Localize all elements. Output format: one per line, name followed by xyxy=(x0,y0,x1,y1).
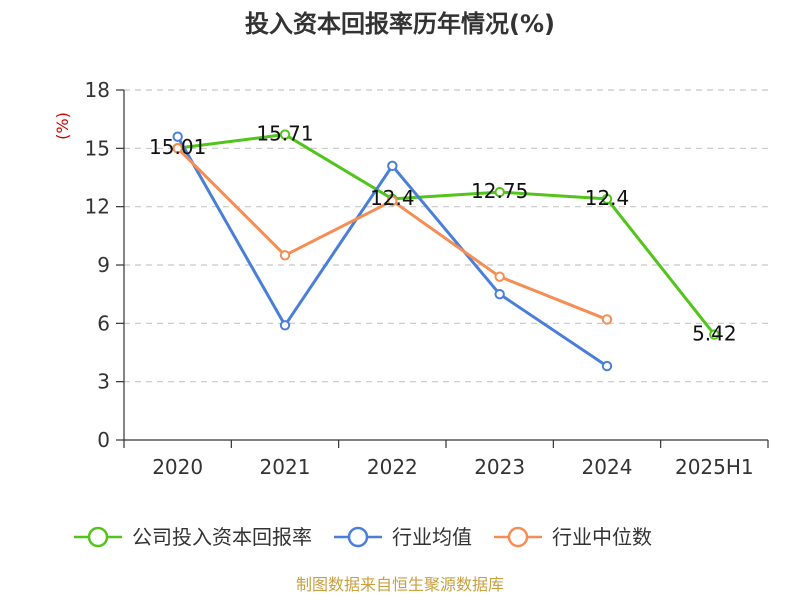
data-label-1: 15.71 xyxy=(256,122,313,146)
series-0-point-4 xyxy=(601,193,613,205)
x-tick-label-5: 2025H1 xyxy=(675,455,754,479)
data-label-0: 15.01 xyxy=(149,135,206,159)
legend-item-0[interactable]: 公司投入资本回报率 xyxy=(74,525,312,549)
data-label-3: 12.75 xyxy=(471,179,528,203)
y-axis-unit-label: (%) xyxy=(53,112,72,140)
legend-swatch-marker-2 xyxy=(507,526,529,548)
series-2-point-4 xyxy=(601,314,613,325)
y-tick-label-0: 0 xyxy=(97,428,110,452)
y-tick-label-1: 3 xyxy=(97,370,110,394)
legend-label-1: 行业均值 xyxy=(392,525,472,549)
legend: 公司投入资本回报率 行业均值 行业中位数 xyxy=(74,525,652,549)
series-1-point-1 xyxy=(279,320,291,331)
data-labels: 15.01 15.71 12.4 12.75 12.4 5.42 xyxy=(149,122,737,346)
axes: 0 3 6 9 12 15 18 2020 2021 2022 2023 2024 2025H1 xyxy=(85,78,769,479)
series-1-point-3 xyxy=(494,288,505,300)
x-tick-label-4: 2024 xyxy=(582,455,633,479)
series-line-1 xyxy=(176,135,609,368)
x-tick-label-3: 2023 xyxy=(474,455,525,479)
series-1 xyxy=(172,131,613,372)
series-lines xyxy=(172,129,720,372)
chart-title: 投入资本回报率历年情况(%) xyxy=(245,10,555,38)
x-tick-label-1: 2021 xyxy=(260,455,311,479)
series-2-point-2 xyxy=(387,195,398,207)
series-0-point-5 xyxy=(709,329,720,340)
series-0-point-3 xyxy=(494,186,505,198)
series-1-point-2 xyxy=(387,160,398,172)
series-2-point-1 xyxy=(279,250,291,261)
data-label-2: 12.4 xyxy=(370,186,415,210)
legend-label-2: 行业中位数 xyxy=(552,525,652,549)
x-tick-label-0: 2020 xyxy=(152,455,203,479)
data-label-4: 12.4 xyxy=(585,186,630,210)
y-tick-label-2: 6 xyxy=(97,311,110,335)
legend-item-1[interactable]: 行业均值 xyxy=(334,525,472,549)
data-label-5: 5.42 xyxy=(692,322,737,346)
series-1-point-4 xyxy=(601,360,613,372)
y-tick-label-3: 9 xyxy=(97,253,110,277)
legend-swatch-marker-0 xyxy=(87,526,109,548)
series-0 xyxy=(172,129,720,340)
series-2-point-3 xyxy=(494,271,505,282)
series-line-0 xyxy=(176,133,716,337)
series-2 xyxy=(172,143,613,325)
series-line-2 xyxy=(176,146,609,321)
y-tick-label-4: 12 xyxy=(85,195,110,219)
legend-swatch-marker-1 xyxy=(347,526,369,548)
series-2-point-0 xyxy=(172,143,183,154)
y-tick-label-5: 15 xyxy=(85,136,110,160)
series-1-point-0 xyxy=(172,131,183,142)
legend-item-2[interactable]: 行业中位数 xyxy=(494,525,652,549)
source-note: 制图数据来自恒生聚源数据库 xyxy=(296,575,504,594)
x-tick-label-2: 2022 xyxy=(367,455,418,479)
grid-lines xyxy=(124,89,768,383)
series-0-point-1 xyxy=(279,129,291,140)
y-tick-label-6: 18 xyxy=(85,78,110,102)
legend-label-0: 公司投入资本回报率 xyxy=(132,525,312,549)
